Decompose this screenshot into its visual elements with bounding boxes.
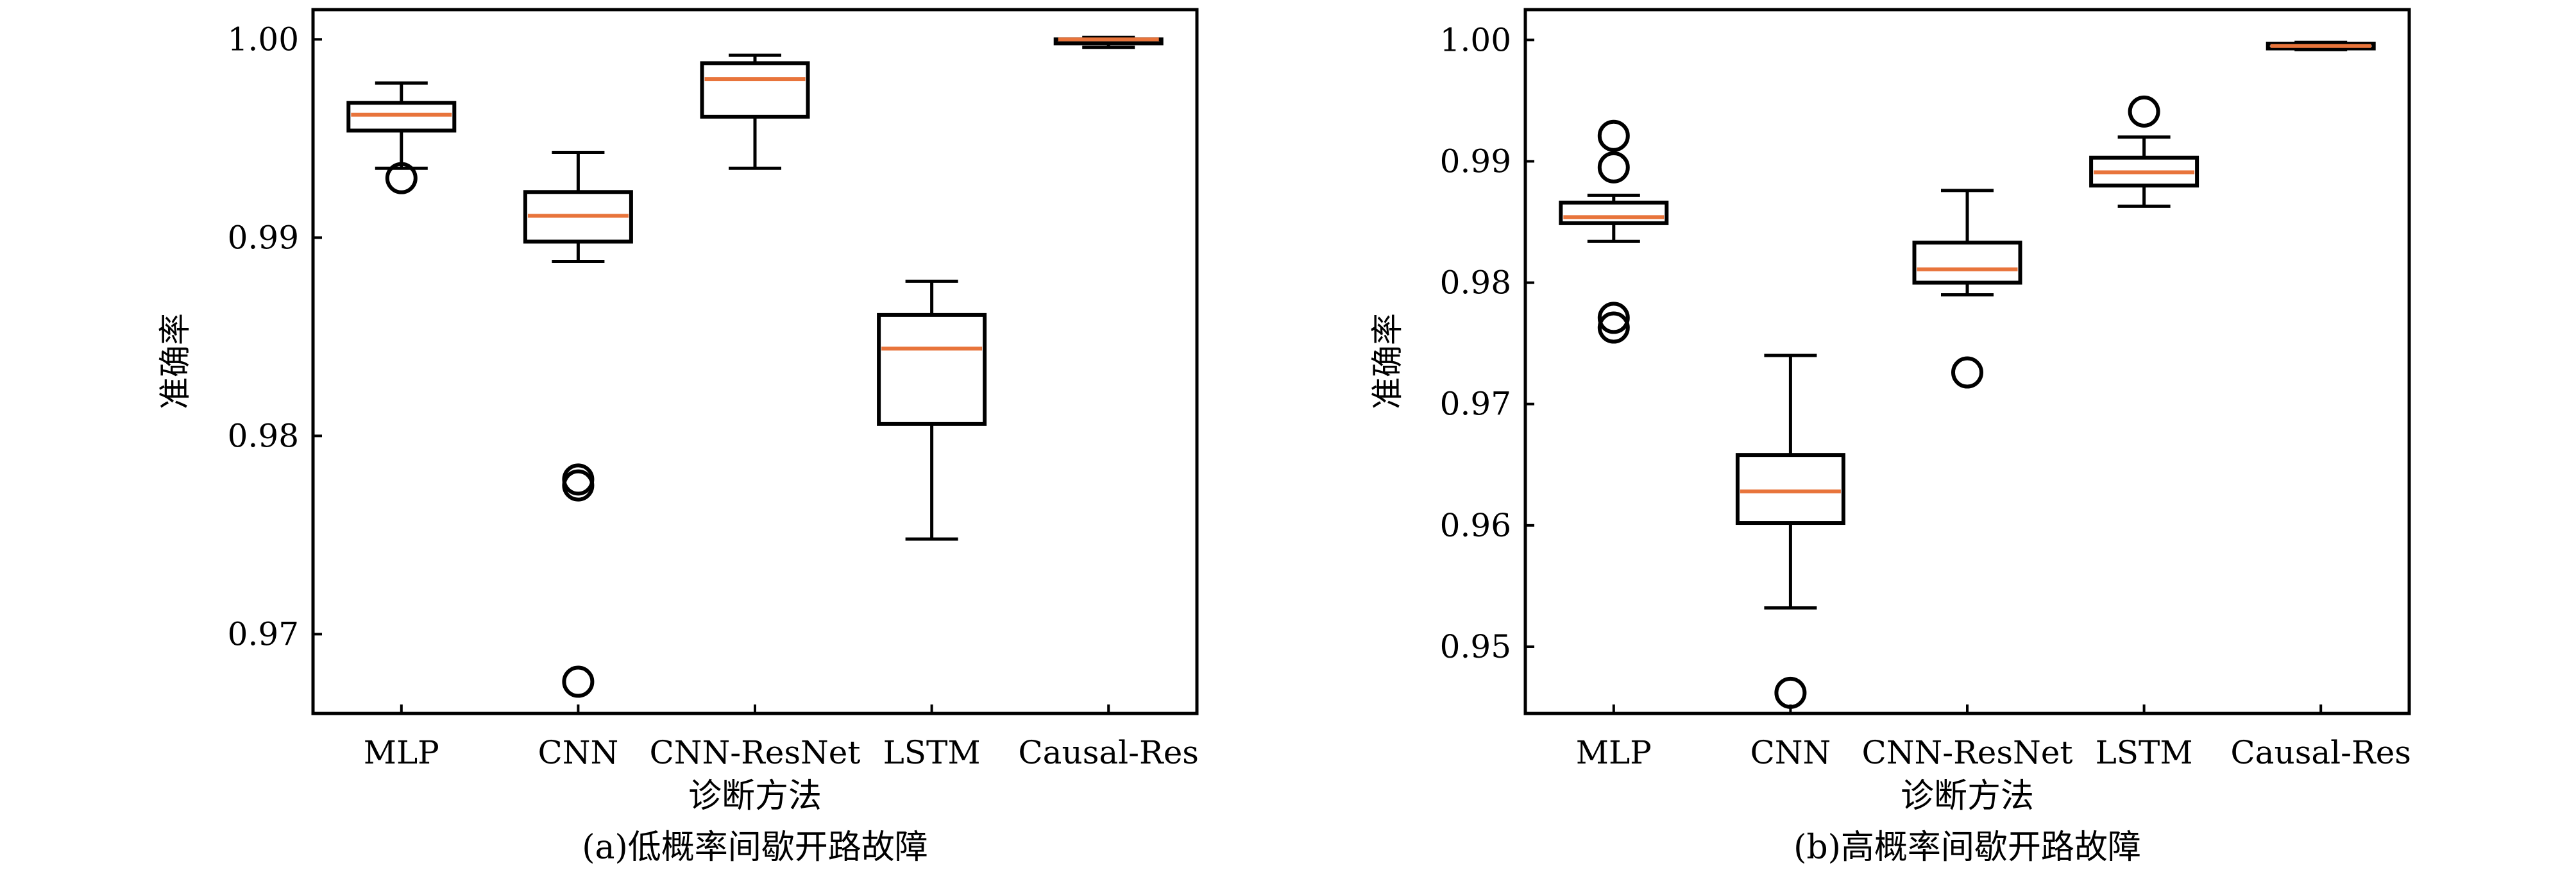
y-tick-label: 0.97 xyxy=(228,615,299,653)
box-causal-res xyxy=(1053,35,1164,49)
chart-panel-a: 0.97 0.98 0.99 1.00 MLP CNN CNN-ResNet LSTM Cau… xyxy=(157,8,1199,867)
x-tick-group: MLP CNN CNN-ResNet LSTM Causal-Res xyxy=(1576,704,2411,771)
y-tick-label: 0.96 xyxy=(1440,507,1511,544)
iqr-box xyxy=(877,312,987,426)
x-tick-label: MLP xyxy=(1576,734,1652,771)
outlier-point xyxy=(1951,356,1983,389)
x-tick-label: MLP xyxy=(364,734,439,771)
y-tick-label: 0.95 xyxy=(1440,628,1511,665)
outlier-point xyxy=(562,469,595,502)
iqr-box xyxy=(346,101,457,133)
outlier-point xyxy=(1774,676,1807,709)
iqr-box xyxy=(1559,200,1669,225)
outlier-point xyxy=(562,665,595,698)
box-cnn-resnet xyxy=(1912,189,2022,389)
outlier-point xyxy=(2128,95,2160,128)
iqr-box xyxy=(2089,155,2199,188)
iqr-box xyxy=(1735,453,1845,525)
x-tick-label: CNN-ResNet xyxy=(650,734,861,771)
box-cnn xyxy=(1735,354,1845,709)
box-mlp xyxy=(346,81,457,194)
y-tick-group: 0.97 0.98 0.99 1.00 xyxy=(228,21,322,653)
outlier-point xyxy=(385,162,418,194)
outlier-point xyxy=(1597,151,1630,183)
x-tick-label: CNN xyxy=(538,734,619,771)
box-lstm xyxy=(2089,95,2199,208)
x-axis-label: 诊断方法 xyxy=(688,777,822,815)
x-tick-label: LSTM xyxy=(883,734,981,771)
x-tick-group: MLP CNN CNN-ResNet LSTM Causal-Res xyxy=(364,704,1199,771)
y-tick-group: 0.95 0.96 0.97 0.98 0.99 1.00 xyxy=(1440,21,1534,665)
y-tick-label: 0.97 xyxy=(1440,386,1511,423)
y-tick-label: 1.00 xyxy=(228,21,299,58)
box-cnn xyxy=(523,150,633,698)
x-tick-label: Causal-Res xyxy=(1018,734,1199,771)
y-tick-label: 0.99 xyxy=(228,219,299,256)
y-tick-label: 0.99 xyxy=(1440,142,1511,180)
outlier-point xyxy=(1597,119,1630,152)
iqr-box xyxy=(700,61,810,119)
x-tick-label: LSTM xyxy=(2096,734,2193,771)
plot-frame xyxy=(1523,8,2411,715)
chart-caption: (b)高概率间歇开路故障 xyxy=(1793,828,2141,867)
iqr-box xyxy=(1912,241,2022,285)
x-axis-label: 诊断方法 xyxy=(1901,777,2034,815)
y-axis-label: 准确率 xyxy=(1369,313,1406,409)
box-causal-res xyxy=(2266,40,2376,51)
x-tick-label: Causal-Res xyxy=(2230,734,2411,771)
outlier-point xyxy=(1597,302,1630,334)
iqr-box xyxy=(2266,41,2376,51)
x-tick-label: CNN-ResNet xyxy=(1862,734,2073,771)
box-mlp xyxy=(1559,119,1669,344)
x-tick-label: CNN xyxy=(1750,734,1831,771)
y-tick-label: 0.98 xyxy=(1440,264,1511,302)
box-group xyxy=(346,35,1164,698)
y-tick-label: 1.00 xyxy=(1440,21,1511,58)
box-group xyxy=(1559,40,2376,709)
y-axis-label: 准确率 xyxy=(157,313,194,409)
box-lstm xyxy=(877,279,987,541)
iqr-box xyxy=(523,190,633,244)
box-cnn-resnet xyxy=(700,53,810,170)
outlier-point xyxy=(1597,311,1630,344)
y-tick-label: 0.98 xyxy=(228,417,299,454)
chart-caption: (a)低概率间歇开路故障 xyxy=(582,828,928,867)
chart-panel-b: 0.95 0.96 0.97 0.98 0.99 1.00 MLP CNN CNN-ResNe… xyxy=(1369,8,2411,867)
